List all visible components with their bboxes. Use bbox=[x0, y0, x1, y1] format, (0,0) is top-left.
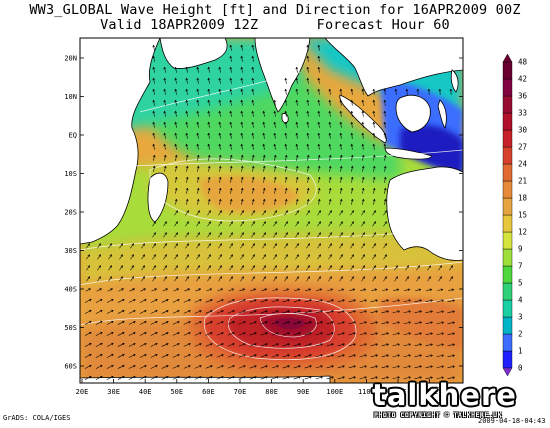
lon-tick-label: 80E bbox=[265, 388, 278, 396]
colorbar-level-label: 33 bbox=[518, 109, 527, 118]
logo-subtext: PHOTO COPYRIGHT © TALKHERE.UK bbox=[374, 411, 502, 419]
antarctica-edge bbox=[80, 375, 331, 383]
lon-tick-label: 100E bbox=[326, 388, 343, 396]
australia-landmass bbox=[386, 166, 463, 261]
lon-tick-label: 30E bbox=[107, 388, 120, 396]
colorbar-swatch bbox=[502, 95, 513, 114]
lat-tick-label: 20S bbox=[64, 209, 77, 217]
wave-height-fill bbox=[80, 38, 463, 383]
colorbar-swatch bbox=[502, 163, 513, 182]
colorbar-swatch bbox=[502, 146, 513, 165]
sumatra-landmass bbox=[339, 94, 387, 144]
map-title-line-1: WW3_GLOBAL Wave Height [ft] and Directio… bbox=[29, 2, 521, 18]
colorbar-swatch bbox=[502, 78, 513, 97]
lon-tick-label: 50E bbox=[170, 388, 183, 396]
logo-text: talkhere bbox=[372, 378, 517, 412]
colorbar-level-label: 42 bbox=[518, 75, 527, 84]
map-title-line-2: Valid 18APR2009 12Z Forecast Hour 60 bbox=[100, 17, 450, 33]
colorbar-level-label: 24 bbox=[518, 160, 528, 169]
philippines-landmass bbox=[450, 69, 459, 93]
colorbar-level-label: 12 bbox=[518, 228, 527, 237]
longitude-axis: 20E 30E 40E 50E 60E 70E 80E 90E 100E 110E 120E 130E bbox=[76, 379, 438, 396]
lat-tick-label: 50S bbox=[64, 324, 77, 332]
colorbar-swatch bbox=[502, 265, 513, 284]
lat-tick-label: EQ bbox=[69, 132, 77, 140]
lat-tick-label: 10N bbox=[64, 93, 77, 101]
colorbar-level-label: 15 bbox=[518, 211, 527, 220]
colorbar-level-label: 1 bbox=[518, 347, 523, 356]
lon-tick-label: 60E bbox=[202, 388, 215, 396]
colorbar-level-label: 48 bbox=[518, 58, 528, 67]
colorbar-swatch bbox=[502, 282, 513, 301]
lat-tick-label: 20N bbox=[64, 55, 77, 63]
colorbar-level-label: 18 bbox=[518, 194, 528, 203]
borneo-landmass bbox=[395, 94, 431, 133]
sulawesi-landmass bbox=[437, 99, 447, 129]
colorbar-level-label: 27 bbox=[518, 143, 527, 152]
lon-tick-label: 130E bbox=[421, 388, 438, 396]
latitude-axis: 20N 10N EQ 10S 20S 30S 40S 50S 60S bbox=[64, 55, 463, 371]
colorbar-bottom-cap bbox=[502, 367, 513, 377]
lon-tick-label: 20E bbox=[76, 388, 89, 396]
colorbar-level-label: 30 bbox=[518, 126, 528, 135]
talkhere-watermark-logo: talkhere PHOTO COPYRIGHT © TALKHERE.UK bbox=[372, 378, 546, 422]
southeast-asia-landmass bbox=[324, 38, 463, 97]
colorbar-swatch bbox=[502, 333, 513, 352]
colorbar-level-label: 0 bbox=[518, 364, 523, 373]
colorbar-level-label: 4 bbox=[518, 296, 523, 305]
colorbar-swatch bbox=[502, 214, 513, 233]
timestamp: 2009-04-18-04:43 bbox=[478, 417, 546, 425]
colorbar-top-cap bbox=[502, 53, 513, 63]
lon-tick-label: 40E bbox=[139, 388, 152, 396]
africa-landmass bbox=[80, 38, 161, 245]
colorbar-swatch bbox=[502, 316, 513, 335]
colorbar-level-label: 3 bbox=[518, 313, 523, 322]
colorbar-level-label: 5 bbox=[518, 279, 523, 288]
contour-lines bbox=[80, 71, 463, 360]
colorbar-swatch bbox=[502, 61, 513, 80]
colorbar-swatch bbox=[502, 197, 513, 216]
india-landmass bbox=[254, 38, 311, 113]
colorbar-level-label: 7 bbox=[518, 262, 523, 271]
lon-tick-label: 110E bbox=[358, 388, 375, 396]
java-landmass bbox=[384, 147, 433, 160]
colorbar-level-label: 9 bbox=[518, 245, 523, 254]
colorbar-level-label: 36 bbox=[518, 92, 528, 101]
colorbar-swatch bbox=[502, 231, 513, 250]
lat-tick-label: 10S bbox=[64, 170, 77, 178]
colorbar-swatch bbox=[502, 129, 513, 148]
colorbar-swatch bbox=[502, 180, 513, 199]
lon-tick-label: 70E bbox=[234, 388, 247, 396]
land-masses bbox=[80, 38, 463, 383]
colorbar-level-label: 2 bbox=[518, 330, 523, 339]
arabia-landmass bbox=[159, 38, 228, 69]
colorbar-level-label: 21 bbox=[518, 177, 527, 186]
lon-tick-label: 90E bbox=[297, 388, 310, 396]
colorbar-swatch bbox=[502, 112, 513, 131]
colorbar-swatch bbox=[502, 350, 513, 369]
colorbar-swatch bbox=[502, 248, 513, 267]
lat-tick-label: 60S bbox=[64, 363, 77, 371]
lon-tick-label: 120E bbox=[390, 388, 407, 396]
sri-lanka-landmass bbox=[281, 113, 289, 124]
lat-tick-label: 30S bbox=[64, 247, 77, 255]
plot-area bbox=[80, 38, 463, 383]
colorbar-swatch bbox=[502, 299, 513, 318]
wave-direction-arrows bbox=[84, 44, 455, 380]
grads-credit: GrADS: COLA/IGES bbox=[3, 414, 71, 422]
lat-tick-label: 40S bbox=[64, 286, 77, 294]
